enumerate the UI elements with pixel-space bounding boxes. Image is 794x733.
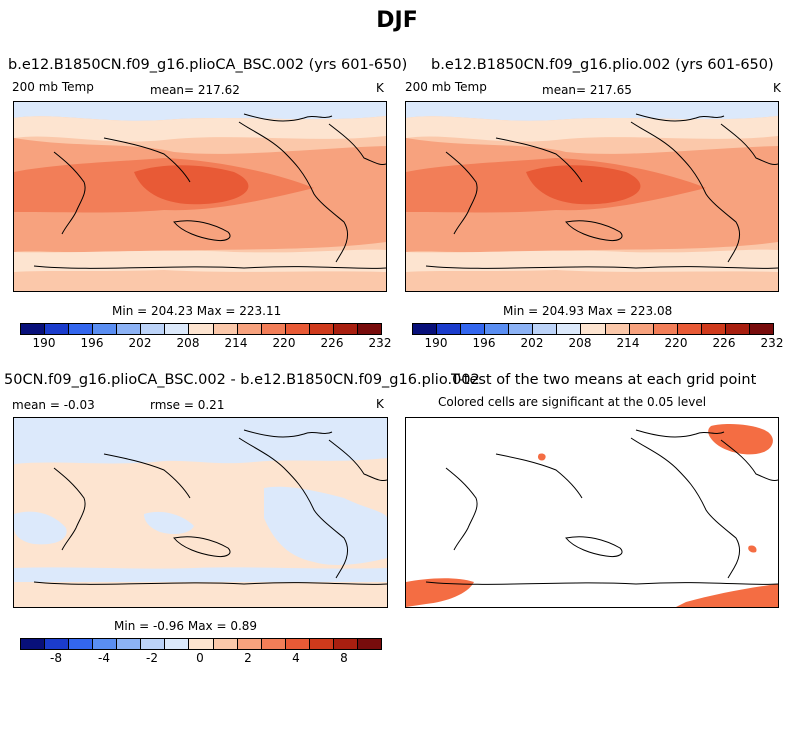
figure-title: DJF bbox=[376, 8, 418, 33]
colorbar-swatch bbox=[117, 324, 142, 334]
colorbar-swatch bbox=[509, 324, 534, 334]
colorbar-swatch bbox=[213, 324, 238, 334]
colorbar-tick-label: -8 bbox=[50, 651, 62, 665]
colorbar-swatch bbox=[485, 324, 510, 334]
colorbar-swatch bbox=[557, 324, 582, 334]
panel2-variable-label: 200 mb Temp bbox=[405, 80, 487, 94]
colorbar-tick-label: -4 bbox=[98, 651, 110, 665]
colorbar-tick-label: 8 bbox=[340, 651, 348, 665]
colorbar-swatch bbox=[45, 639, 70, 649]
panel2-mean-label: mean= 217.65 bbox=[542, 83, 632, 97]
panel2-units-label: K bbox=[773, 81, 781, 95]
panel1-mean-label: mean= 217.62 bbox=[150, 83, 240, 97]
panel2-minmax-label: Min = 204.93 Max = 223.08 bbox=[503, 304, 673, 318]
colorbar-tick-label: 208 bbox=[568, 336, 592, 350]
colorbar-swatch bbox=[333, 324, 358, 334]
significant-region bbox=[748, 545, 757, 553]
colorbar-tick-label: 232 bbox=[760, 336, 784, 350]
colorbar-swatch bbox=[21, 324, 46, 334]
panel4-subtitle: Colored cells are significant at the 0.0… bbox=[438, 395, 707, 409]
colorbar-swatch bbox=[165, 324, 190, 334]
colorbar-tick-label: 196 bbox=[472, 336, 496, 350]
colorbar-tick-label: 202 bbox=[128, 336, 152, 350]
colorbar-swatch bbox=[261, 324, 286, 334]
colorbar-swatch bbox=[725, 324, 750, 334]
colorbar-swatch bbox=[629, 324, 654, 334]
colorbar-tick-label: 208 bbox=[176, 336, 200, 350]
colorbar-tick-label: 190 bbox=[424, 336, 448, 350]
panel4-map bbox=[405, 417, 779, 608]
colorbar-swatch bbox=[141, 324, 166, 334]
colorbar-swatch bbox=[237, 639, 262, 649]
colorbar-swatch bbox=[413, 324, 438, 334]
colorbar-swatch bbox=[261, 639, 286, 649]
colorbar-swatch bbox=[165, 639, 190, 649]
panel3-title: 50CN.f09_g16.plioCA_BSC.002 - b.e12.B185… bbox=[4, 372, 480, 388]
colorbar-swatch bbox=[237, 324, 262, 334]
colorbar-swatch bbox=[93, 324, 118, 334]
colorbar-swatch bbox=[605, 324, 630, 334]
colorbar-swatch bbox=[213, 639, 238, 649]
panel2-map bbox=[405, 101, 779, 292]
colorbar-swatch bbox=[653, 324, 678, 334]
colorbar-tick-label: 0 bbox=[196, 651, 204, 665]
panel2-colorbar bbox=[412, 323, 774, 335]
colorbar-tick-label: -2 bbox=[146, 651, 158, 665]
colorbar-swatch bbox=[189, 639, 214, 649]
panel3-colorbar bbox=[20, 638, 382, 650]
colorbar-swatch bbox=[69, 639, 94, 649]
colorbar-tick-label: 202 bbox=[520, 336, 544, 350]
colorbar-swatch bbox=[45, 324, 70, 334]
significant-region bbox=[708, 424, 773, 455]
colorbar-swatch bbox=[357, 639, 381, 649]
colorbar-tick-label: 190 bbox=[32, 336, 56, 350]
colorbar-tick-label: 2 bbox=[244, 651, 252, 665]
panel4-title: T-test of the two means at each grid poi… bbox=[451, 372, 757, 388]
colorbar-swatch bbox=[309, 639, 334, 649]
colorbar-swatch bbox=[357, 324, 381, 334]
panel1-minmax-label: Min = 204.23 Max = 223.11 bbox=[112, 304, 282, 318]
colorbar-swatch bbox=[461, 324, 486, 334]
significant-region bbox=[406, 578, 474, 607]
colorbar-swatch bbox=[333, 639, 358, 649]
significant-region bbox=[676, 584, 778, 607]
colorbar-swatch bbox=[69, 324, 94, 334]
colorbar-tick-label: 220 bbox=[272, 336, 296, 350]
colorbar-swatch bbox=[749, 324, 773, 334]
colorbar-tick-label: 226 bbox=[320, 336, 344, 350]
colorbar-swatch bbox=[677, 324, 702, 334]
colorbar-swatch bbox=[285, 324, 310, 334]
panel1-variable-label: 200 mb Temp bbox=[12, 80, 94, 94]
colorbar-tick-label: 226 bbox=[712, 336, 736, 350]
colorbar-tick-label: 232 bbox=[368, 336, 392, 350]
colorbar-swatch bbox=[21, 639, 46, 649]
colorbar-tick-label: 4 bbox=[292, 651, 300, 665]
colorbar-swatch bbox=[437, 324, 462, 334]
panel3-mean-label: mean = -0.03 bbox=[12, 398, 95, 412]
panel3-map bbox=[13, 417, 388, 608]
colorbar-swatch bbox=[117, 639, 142, 649]
colorbar-swatch bbox=[93, 639, 118, 649]
panel1-units-label: K bbox=[376, 81, 384, 95]
panel3-rmse-label: rmse = 0.21 bbox=[150, 398, 225, 412]
panel2-title: b.e12.B1850CN.f09_g16.plio.002 (yrs 601-… bbox=[431, 57, 774, 73]
panel1-title: b.e12.B1850CN.f09_g16.plioCA_BSC.002 (yr… bbox=[8, 57, 408, 73]
colorbar-tick-label: 196 bbox=[80, 336, 104, 350]
colorbar-tick-label: 220 bbox=[664, 336, 688, 350]
significant-region bbox=[537, 453, 546, 461]
colorbar-swatch bbox=[189, 324, 214, 334]
panel1-map bbox=[13, 101, 387, 292]
colorbar-swatch bbox=[309, 324, 334, 334]
colorbar-swatch bbox=[533, 324, 558, 334]
colorbar-swatch bbox=[141, 639, 166, 649]
colorbar-tick-label: 214 bbox=[616, 336, 640, 350]
panel1-colorbar bbox=[20, 323, 382, 335]
colorbar-swatch bbox=[701, 324, 726, 334]
colorbar-tick-label: 214 bbox=[224, 336, 248, 350]
panel3-minmax-label: Min = -0.96 Max = 0.89 bbox=[114, 619, 258, 633]
colorbar-swatch bbox=[581, 324, 606, 334]
panel3-units-label: K bbox=[376, 397, 384, 411]
colorbar-swatch bbox=[285, 639, 310, 649]
